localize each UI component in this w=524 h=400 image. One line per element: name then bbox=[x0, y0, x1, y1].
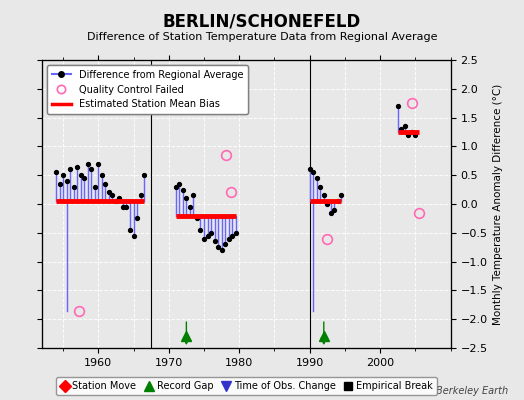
Text: Difference of Station Temperature Data from Regional Average: Difference of Station Temperature Data f… bbox=[87, 32, 437, 42]
Text: BERLIN/SCHONEFELD: BERLIN/SCHONEFELD bbox=[163, 12, 361, 30]
Legend: Difference from Regional Average, Quality Control Failed, Estimated Station Mean: Difference from Regional Average, Qualit… bbox=[47, 65, 248, 114]
Y-axis label: Monthly Temperature Anomaly Difference (°C): Monthly Temperature Anomaly Difference (… bbox=[493, 83, 503, 325]
Legend: Station Move, Record Gap, Time of Obs. Change, Empirical Break: Station Move, Record Gap, Time of Obs. C… bbox=[56, 377, 436, 395]
Text: Berkeley Earth: Berkeley Earth bbox=[436, 386, 508, 396]
